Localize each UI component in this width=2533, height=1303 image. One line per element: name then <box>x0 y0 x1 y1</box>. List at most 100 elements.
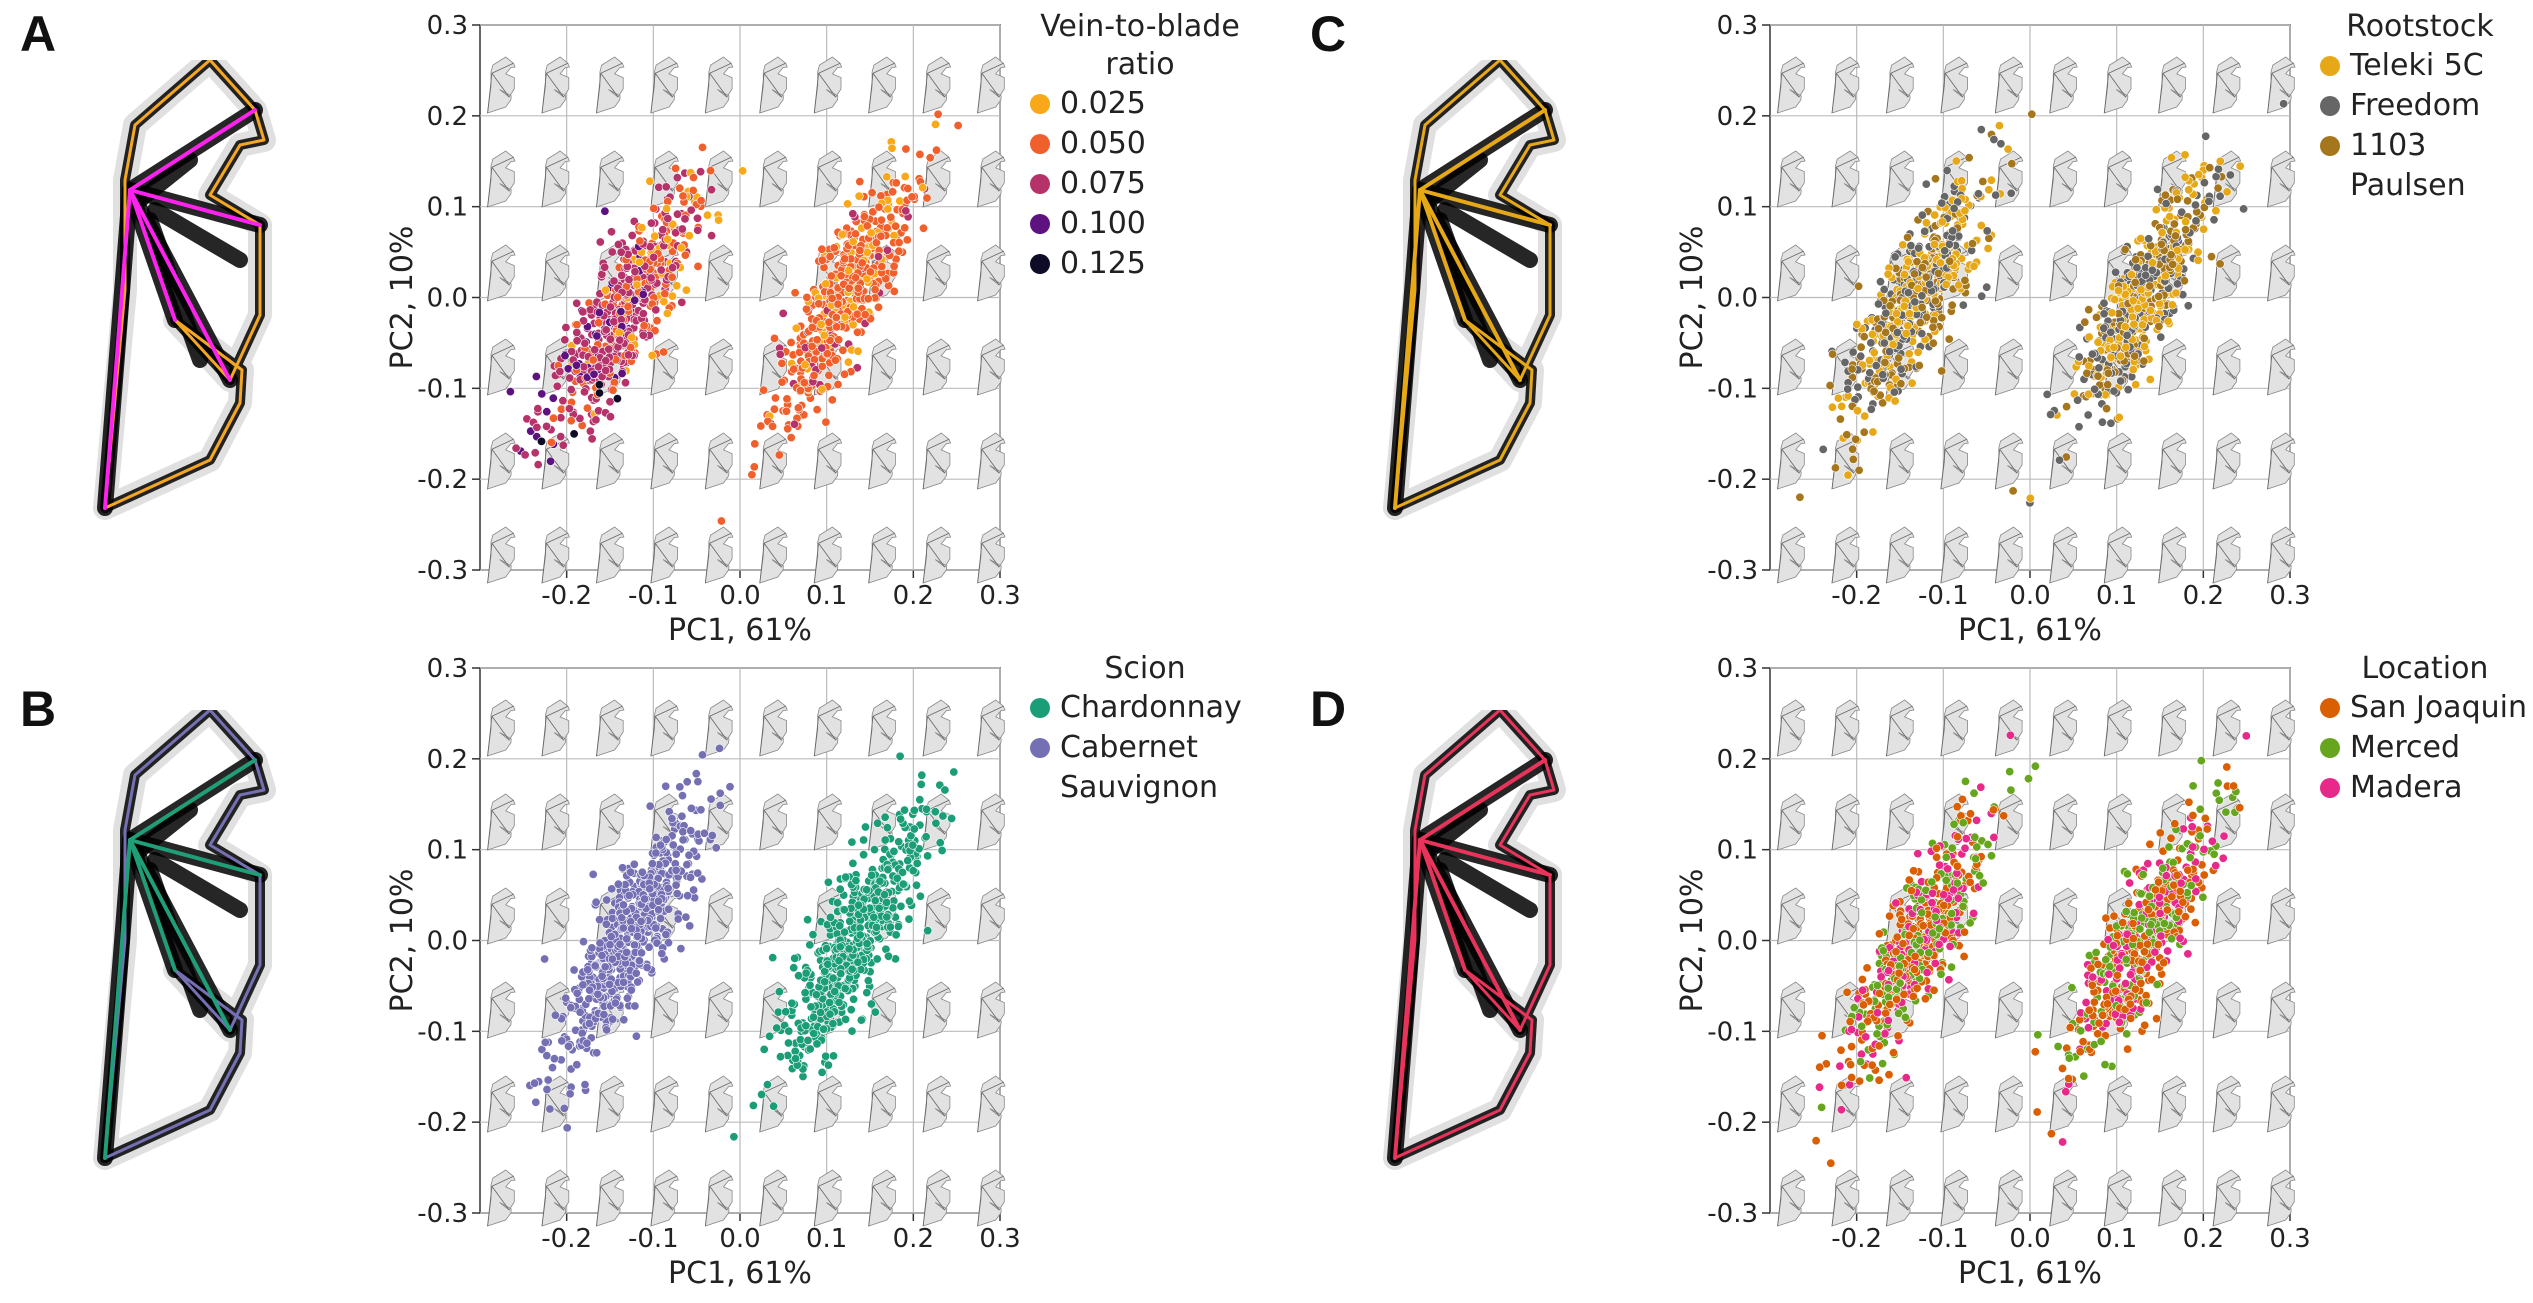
data-point <box>827 293 837 303</box>
eigenleaf-vein <box>1781 1186 1800 1211</box>
data-point <box>871 922 881 932</box>
data-point <box>623 302 633 312</box>
eigenleaf-vein <box>1777 355 1783 396</box>
data-point <box>2099 298 2109 308</box>
eigenleaf-vein <box>2049 449 2055 490</box>
eigenleaf-vein <box>2271 705 2294 717</box>
data-point <box>634 956 644 966</box>
eigenleaf-icon <box>704 887 734 945</box>
eigenleaf-vein <box>655 799 677 811</box>
eigenleaf-vein <box>1944 716 1963 741</box>
data-point <box>1843 470 1853 480</box>
eigenleaf-vein <box>872 449 891 474</box>
data-point <box>2169 219 2179 229</box>
data-point <box>843 357 853 367</box>
eigenleaf-vein <box>487 810 493 851</box>
data-point <box>922 193 932 203</box>
data-point <box>2114 412 2124 422</box>
data-point <box>2139 333 2149 343</box>
data-point <box>2166 250 2176 260</box>
eigenleaf-vein <box>650 998 656 1039</box>
legend-label: 0.125 <box>1060 246 1146 281</box>
eigenleaf-icon <box>2158 1075 2187 1133</box>
eigenleaf-vein <box>818 810 837 835</box>
data-point <box>2128 296 2138 306</box>
eigenleaf-vein <box>2053 705 2076 717</box>
eigenleaf-vein <box>759 716 765 757</box>
eigenleaf-vein <box>1999 543 2018 568</box>
eigenleaf-icon <box>2158 981 2187 1039</box>
eigenleaf-vein <box>2162 344 2185 356</box>
eigenleaf-vein <box>2271 250 2294 262</box>
eigenleaf-icon <box>2158 1169 2187 1227</box>
legend-title: Vein-to-blade ratio <box>1040 9 1240 82</box>
eigenleaf-icon <box>650 526 679 584</box>
eigenleaf-vein <box>487 1092 493 1133</box>
eigenleaf-vein <box>709 355 728 380</box>
eigenleaf-vein <box>2212 73 2218 114</box>
eigenleaf-vein <box>818 799 841 811</box>
eigenleaf-vein <box>2271 449 2290 474</box>
eigenleaf-vein <box>818 1092 837 1117</box>
data-point <box>2122 1029 2132 1039</box>
eigenleaf-vein <box>1999 1081 2022 1093</box>
data-point <box>895 751 905 761</box>
eigenleaf-vein <box>1836 810 1854 835</box>
data-point <box>565 1089 575 1099</box>
eigenleaf-vein <box>2162 73 2181 98</box>
data-point <box>689 885 699 895</box>
eigenleaf-vein <box>487 543 493 584</box>
eigenleaf-vein <box>2103 810 2109 851</box>
data-point <box>671 880 681 890</box>
data-point <box>823 877 833 887</box>
eigenleaf-vein <box>600 799 623 811</box>
data-point <box>601 919 611 929</box>
eigenleaf-icon <box>813 432 843 490</box>
data-point <box>706 185 716 195</box>
data-point <box>947 814 957 824</box>
eigenleaf-vein <box>2108 716 2127 741</box>
legend: Vein-to-blade ratio 0.025 0.050 0.075 0.100 0… <box>1030 8 1250 284</box>
eigenleaf-icon <box>1886 56 1915 114</box>
eigenleaf-vein <box>1831 810 1837 851</box>
eigenleaf-icon <box>2049 150 2078 208</box>
legend-swatch <box>1030 738 1050 758</box>
eigenleaf-icon <box>2158 526 2187 584</box>
data-point <box>714 215 724 225</box>
data-point <box>848 320 858 330</box>
data-point <box>2091 312 2101 322</box>
eigenleaf-vein <box>655 987 677 999</box>
data-point <box>875 876 885 886</box>
eigenleaf-vein <box>927 344 950 356</box>
data-point <box>692 213 702 223</box>
y-tick-label: 0.0 <box>1717 284 1758 314</box>
eigenleaf-vein <box>491 705 514 717</box>
eigenleaf-vein <box>2108 1175 2131 1187</box>
eigenleaf-vein <box>2108 799 2131 811</box>
data-point <box>1847 364 1857 374</box>
x-tick-label: 0.1 <box>806 581 847 611</box>
data-point <box>880 835 890 845</box>
eigenleaf-vein <box>654 998 673 1023</box>
y-tick-label: 0.3 <box>427 654 468 684</box>
data-point <box>823 959 833 969</box>
eigenleaf-vein <box>596 543 602 584</box>
data-point <box>918 183 928 193</box>
eigenleaf-vein <box>600 73 619 98</box>
eigenleaf-icon <box>868 432 897 490</box>
data-point <box>803 915 813 925</box>
eigenleaf-vein <box>1831 1092 1837 1133</box>
data-point <box>817 361 827 371</box>
data-point <box>2006 188 2016 198</box>
data-point <box>831 312 841 322</box>
eigenleaf-icon <box>759 1169 788 1227</box>
eigenleaf-vein <box>1890 156 1913 168</box>
data-point <box>594 318 604 328</box>
data-point <box>768 421 778 431</box>
eigenleaf-vein <box>2212 261 2218 302</box>
data-point <box>594 362 604 372</box>
data-point <box>2116 351 2126 361</box>
eigenleaf-vein <box>872 62 895 74</box>
eigenleaf-icon <box>487 1075 516 1133</box>
data-point <box>693 777 703 787</box>
